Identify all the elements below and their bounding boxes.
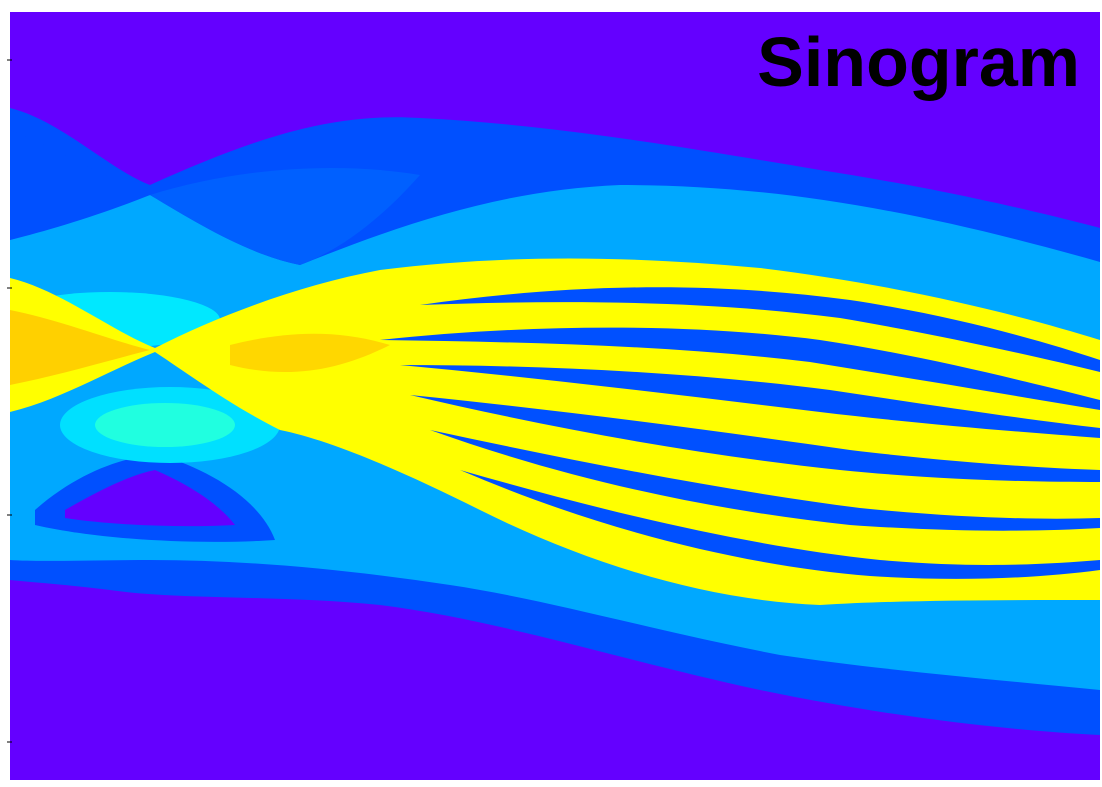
sinogram-figure: Sinogram — [0, 0, 1102, 787]
cyan-lower-core — [95, 403, 235, 447]
title: Sinogram — [757, 23, 1080, 101]
page: Sinogram (() => { const data = JSON.pars… — [0, 0, 1102, 787]
